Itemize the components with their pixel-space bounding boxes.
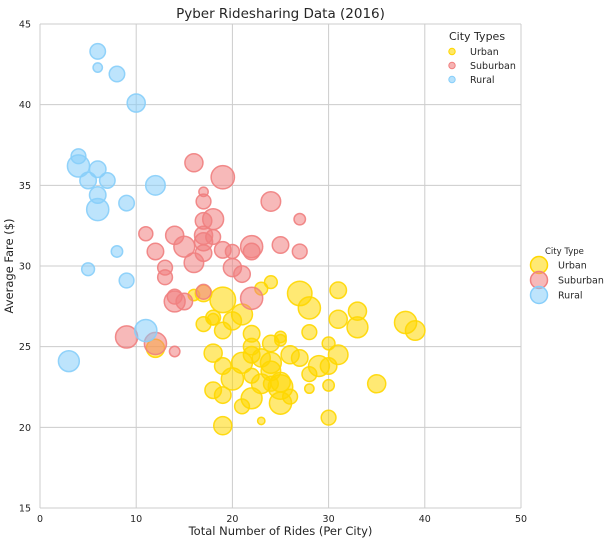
bubble-suburban (239, 286, 264, 311)
bubble-suburban (173, 235, 196, 258)
bubble-urban (203, 343, 223, 363)
x-tick-label: 0 (37, 514, 43, 525)
bubble-rural (80, 262, 96, 277)
bubble-suburban (291, 243, 308, 260)
bubble-rural (118, 194, 136, 212)
bubble-suburban (193, 232, 214, 252)
bubble-suburban (233, 265, 252, 284)
bubble-urban (263, 274, 279, 290)
bubble-rural (79, 171, 98, 190)
bubble-suburban (195, 193, 212, 210)
bubble-urban (262, 375, 280, 392)
bubble-rural (85, 197, 110, 222)
bubble-urban (328, 309, 349, 330)
bubble-suburban (156, 269, 174, 286)
legend-label-rural: Rural (558, 291, 583, 302)
x-tick-label: 10 (130, 514, 142, 525)
bubble-urban (209, 286, 237, 314)
bubble-urban (366, 373, 387, 394)
y-tick-label: 35 (19, 181, 31, 192)
bubble-urban (256, 416, 266, 426)
y-tick-label: 30 (19, 262, 31, 273)
legend-label-rural: Rural (470, 75, 495, 86)
x-tick-label: 50 (515, 514, 527, 525)
legend-label-urban: Urban (470, 47, 499, 58)
bubble-urban (290, 348, 309, 367)
bubble-rural (89, 42, 107, 60)
bubble-urban (346, 316, 369, 339)
y-axis-label: Average Fare ($) (2, 219, 16, 314)
legend-marker-rural (448, 75, 456, 84)
bubble-urban (319, 357, 338, 376)
bubble-urban (233, 398, 251, 415)
bubble-suburban (146, 242, 165, 261)
y-tick-label: 40 (19, 100, 31, 111)
y-tick-label: 15 (19, 504, 31, 515)
bubble-rural (57, 350, 81, 373)
bubble-urban (213, 321, 232, 340)
bubble-suburban (184, 152, 204, 173)
y-tick-label: 25 (19, 342, 31, 353)
bubble-suburban (138, 225, 154, 242)
bubble-rural (88, 160, 107, 179)
bubble-suburban (260, 190, 282, 212)
x-tick-label: 30 (323, 514, 335, 525)
legend-title: City Types (449, 30, 505, 43)
bubble-rural (144, 174, 166, 196)
y-tick-label: 20 (19, 423, 31, 434)
y-tick-label: 45 (19, 20, 31, 31)
bubble-suburban (224, 243, 241, 260)
legend-label-suburban: Suburban (470, 61, 516, 72)
x-tick-label: 20 (226, 514, 238, 525)
bubble-rural (110, 245, 124, 258)
x-tick-label: 40 (419, 514, 431, 525)
axis-ticks: 0 10 20 30 40 50 15 20 25 30 35 40 45 (19, 20, 527, 526)
bubble-rural (108, 65, 126, 83)
bubble-urban (322, 378, 336, 392)
bubble-urban (212, 415, 233, 436)
bubble-urban (301, 324, 318, 341)
bubble-urban (320, 409, 337, 426)
legend-label-suburban: Suburban (558, 276, 604, 287)
legend-city-types: City Types Urban Suburban Rural (448, 30, 516, 86)
legend-city-type: City Type Urban Suburban Rural (529, 247, 604, 305)
bubble-rural (126, 93, 146, 113)
bubble-suburban (293, 212, 307, 226)
legend-marker-urban (448, 47, 456, 56)
bubble-suburban (242, 242, 261, 261)
bubble-urban (404, 320, 426, 342)
legend-title: City Type (545, 247, 584, 257)
bubble-urban (303, 383, 315, 395)
bubble-suburban (271, 236, 290, 255)
data-bubbles (57, 42, 426, 436)
bubble-rural (118, 272, 135, 289)
bubble-urban (286, 280, 313, 307)
bubble-urban (204, 381, 223, 400)
bubble-rural (98, 172, 116, 189)
bubble-suburban (168, 345, 181, 358)
bubble-urban (206, 312, 220, 326)
bubble-suburban (210, 164, 236, 190)
bubble-suburban (163, 290, 186, 313)
x-axis-label: Total Number of Rides (Per City) (188, 524, 373, 538)
bubble-urban (329, 281, 348, 300)
bubble-suburban (195, 283, 212, 300)
legend-marker-rural (529, 285, 549, 305)
bubble-rural (92, 62, 104, 73)
bubble-urban (281, 388, 299, 405)
bubble-rural (134, 318, 158, 343)
legend-marker-suburban (448, 61, 456, 70)
chart-title: Pyber Ridesharing Data (2016) (176, 6, 385, 22)
legend-label-urban: Urban (558, 261, 587, 272)
